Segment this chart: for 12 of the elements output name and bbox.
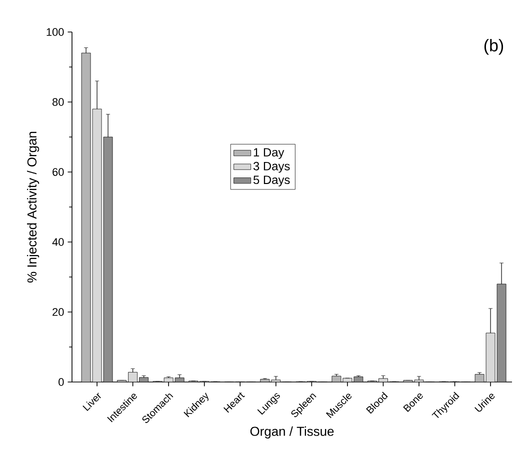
annotation: (b) <box>484 39 504 55</box>
y-tick-label: 80 <box>52 98 64 106</box>
y-tick-label: 60 <box>52 168 64 176</box>
y-tick-label: 40 <box>52 238 64 246</box>
y-tick-label: 0 <box>58 378 64 386</box>
y-tick-label: 100 <box>46 28 64 36</box>
y-axis-title: % Injected Activity / Organ <box>27 132 40 282</box>
y-tick-label: 20 <box>52 308 64 316</box>
legend-label: 5 Days <box>253 176 290 186</box>
x-axis-title: Organ / Tissue <box>250 426 334 438</box>
legend-label: 1 Day <box>254 148 284 159</box>
legend-label: 3 Days <box>253 162 290 173</box>
